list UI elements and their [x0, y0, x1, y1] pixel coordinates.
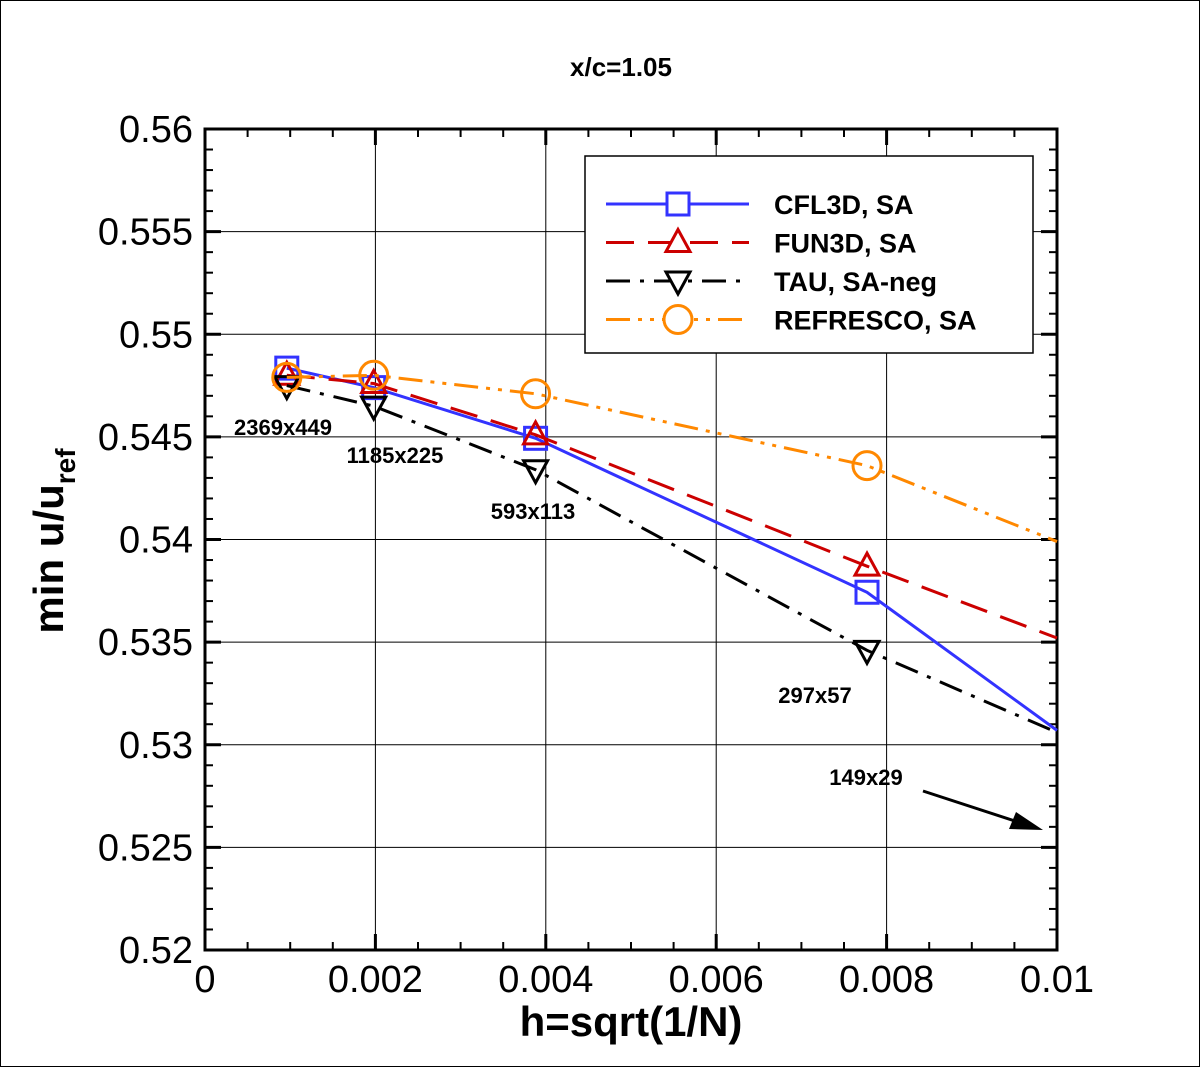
y-tick-label: 0.545: [98, 417, 193, 459]
legend-marker-1: [663, 226, 693, 253]
y-tick-label: 0.555: [98, 212, 193, 254]
annotation-arrow-head: [1009, 812, 1043, 830]
data-point-1-3: [852, 550, 882, 577]
legend-label: FUN3D, SA: [774, 229, 917, 259]
grid-size-label: 297x57: [778, 683, 851, 708]
x-axis-label: h=sqrt(1/N): [520, 998, 743, 1045]
legend-label: REFRESCO, SA: [774, 306, 977, 336]
data-point-3-1: [358, 359, 390, 391]
y-tick-label: 0.53: [119, 725, 193, 767]
data-point-2-3: [852, 639, 882, 667]
x-tick-label: 0.01: [1020, 959, 1094, 1001]
data-point-3-3: [851, 450, 883, 482]
series-line-2: [286, 384, 1058, 734]
grid-size-label: 1185x225: [347, 443, 444, 468]
x-tick-label: 0.008: [839, 959, 934, 1001]
data-point-2-1: [359, 395, 389, 423]
legend-label: CFL3D, SA: [774, 190, 914, 220]
grid-size-label: 593x113: [491, 499, 575, 524]
y-axis-label-main: min u/u: [25, 484, 72, 633]
y-tick-label: 0.525: [98, 827, 193, 869]
x-tick-label: 0.006: [669, 959, 764, 1001]
data-point-2-2: [521, 459, 551, 486]
data-point-1-2: [521, 418, 551, 446]
y-tick-label: 0.54: [119, 520, 193, 562]
x-tick-label: 0.002: [328, 959, 423, 1001]
legend: [584, 155, 1034, 354]
series-line-3: [286, 373, 1058, 543]
legend-marker-0: [665, 191, 691, 217]
y-tick-label: 0.56: [119, 109, 193, 151]
x-tick-label: 0.004: [498, 959, 593, 1001]
legend-marker-2: [663, 270, 693, 298]
annotation-arrow-line: [922, 789, 1022, 825]
data-point-0-3: [854, 579, 880, 605]
y-axis-label: min u/uref: [25, 448, 81, 634]
legend-label: TAU, SA-neg: [774, 267, 937, 297]
data-point-3-2: [520, 378, 552, 410]
y-tick-label: 0.55: [119, 314, 193, 356]
data-point-1-1: [359, 367, 389, 395]
y-tick-label: 0.535: [98, 622, 193, 664]
plot-frame: [203, 127, 1059, 952]
legend-marker-3: [662, 304, 694, 335]
series-line-0: [286, 366, 1058, 732]
grid-size-label: 2369x449: [234, 415, 332, 440]
y-axis-label-sub: ref: [50, 448, 81, 484]
x-tick-label: 0: [194, 959, 215, 1001]
y-tick-label: 0.52: [119, 930, 193, 972]
grid-size-label: 149x29: [829, 765, 902, 790]
series-line-1: [286, 373, 1058, 640]
chart-title: x/c=1.05: [570, 52, 672, 82]
data-point-1-0: [272, 359, 302, 386]
data-point-3-0: [271, 361, 303, 393]
